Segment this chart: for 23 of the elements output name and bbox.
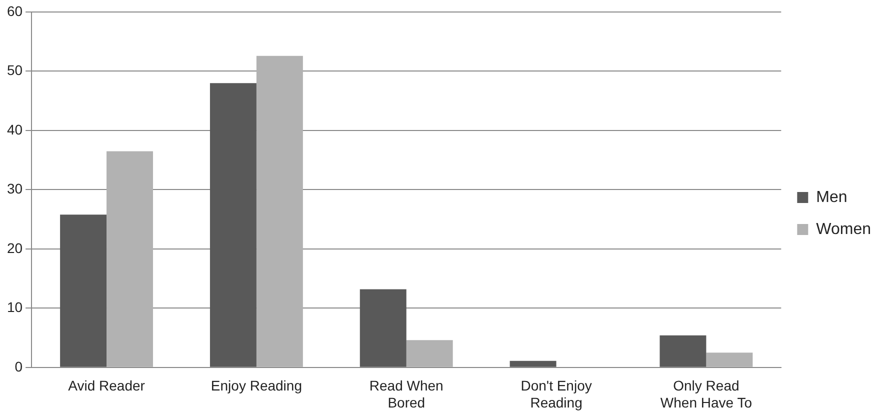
bar — [360, 289, 406, 367]
y-tick-label: 40 — [6, 121, 23, 138]
x-tick-label: Read When Bored — [369, 378, 444, 410]
bar — [256, 56, 303, 367]
y-tick-label: 30 — [6, 180, 23, 197]
bar — [210, 83, 256, 367]
y-tick-label: 60 — [6, 2, 23, 19]
legend-label: Women — [816, 220, 872, 238]
bar — [60, 214, 107, 367]
bar — [106, 151, 154, 367]
legend-label: Men — [816, 188, 848, 206]
x-tick-label: Enjoy Reading — [210, 378, 302, 394]
bar — [706, 352, 753, 367]
y-tick-label: 20 — [6, 240, 23, 256]
x-tick-label: Only Read When Have To — [660, 378, 752, 410]
y-tick-label: 0 — [14, 358, 23, 374]
x-tick-label: Avid Reader — [68, 378, 146, 394]
y-tick-label: 10 — [6, 299, 23, 316]
bar — [510, 360, 556, 367]
y-tick-label: 50 — [6, 62, 23, 78]
x-tick-label: Don't Enjoy Reading — [520, 378, 592, 410]
bar — [406, 340, 453, 367]
bar — [660, 335, 706, 367]
